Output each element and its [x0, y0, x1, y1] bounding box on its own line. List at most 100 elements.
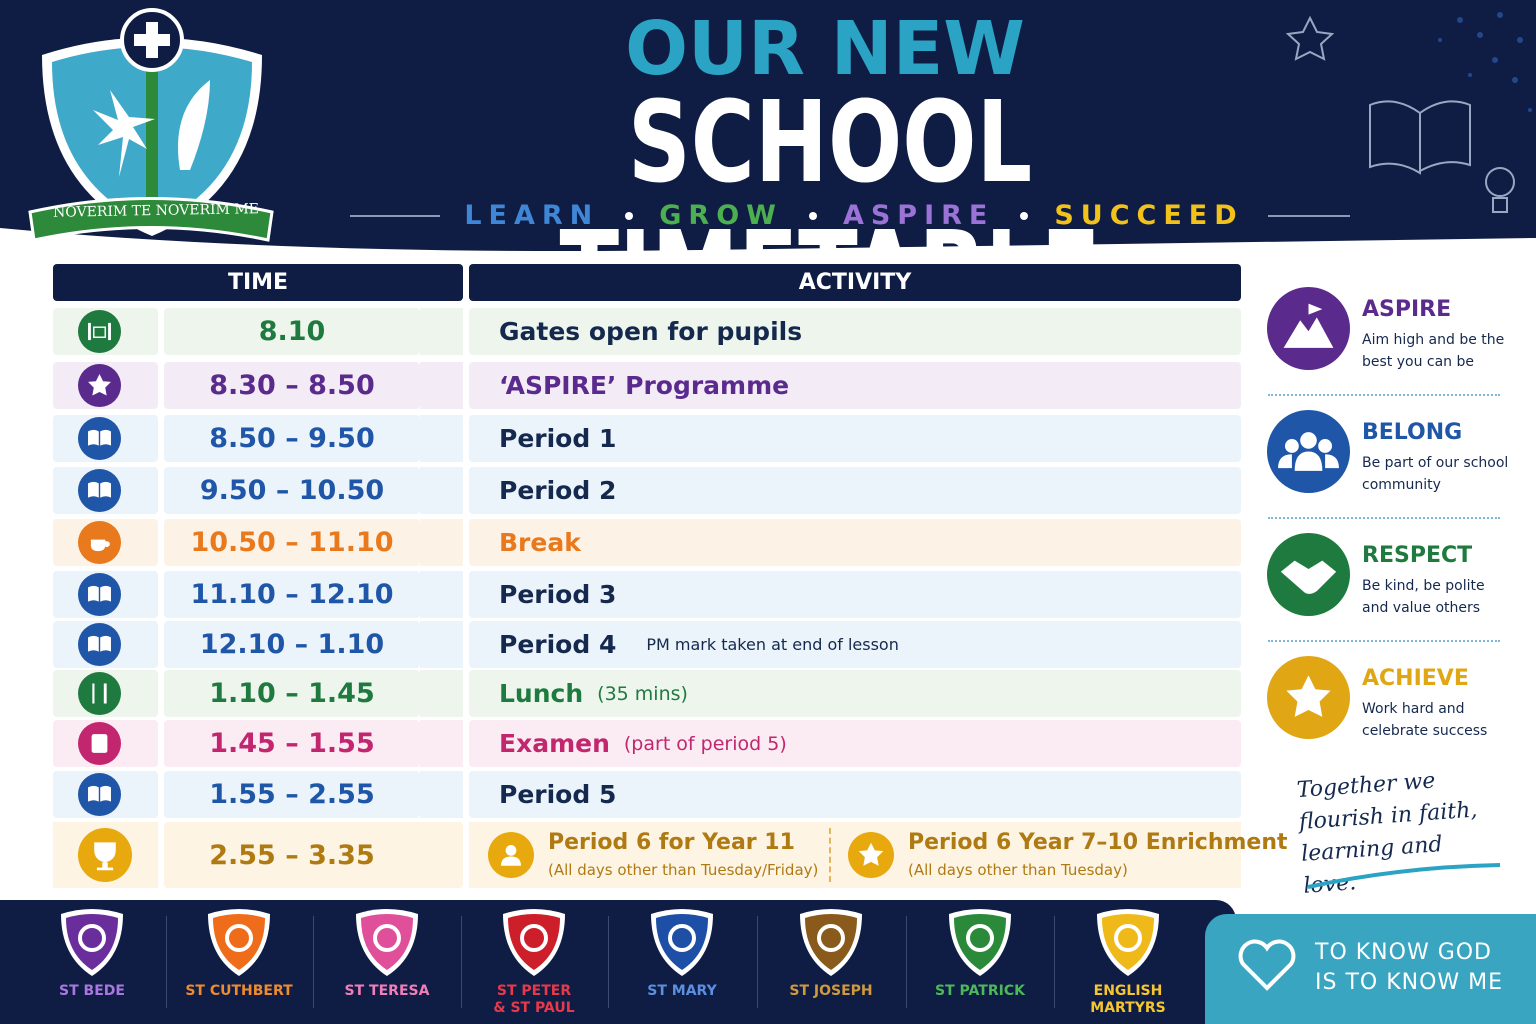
time: 11.10 – 12.10 [164, 571, 420, 618]
activity: Period 4 [499, 630, 617, 659]
icon [78, 828, 132, 882]
option-title: Period 6 Year 7–10 Enrichment [908, 830, 1288, 855]
icon [78, 672, 121, 715]
header-background [0, 0, 1536, 260]
activity-cell: Period 3 [469, 571, 1241, 618]
time-pad [420, 467, 463, 514]
heart-icon [1238, 939, 1296, 991]
value-title: BELONG [1362, 420, 1463, 445]
house-shield [208, 909, 270, 976]
option-note: (All days other than Tuesday) [908, 861, 1128, 879]
house-divider [608, 916, 609, 1008]
time: 2.55 – 3.35 [164, 822, 463, 888]
icon [1267, 533, 1350, 616]
icon [78, 521, 121, 564]
house-divider [313, 916, 314, 1008]
footer-motto-box: TO KNOW GOD IS TO KNOW ME [1205, 914, 1536, 1024]
option-title: Period 6 for Year 11 [548, 830, 795, 855]
tagline-swoosh [1307, 863, 1501, 889]
title-line-1: OUR NEW [625, 6, 1025, 92]
house-shield [949, 909, 1011, 976]
split-line [829, 828, 831, 882]
value-text: Be kind, be polite and value others [1362, 578, 1485, 616]
icon [488, 832, 534, 878]
time: 1.45 – 1.55 [164, 720, 420, 767]
time: 12.10 – 1.10 [164, 621, 420, 668]
activity: Period 1 [499, 424, 617, 453]
house-shield [356, 909, 418, 976]
activity-cell: Gates open for pupils [469, 308, 1241, 355]
time-pad [420, 362, 463, 409]
value-divider [1268, 640, 1500, 642]
motto-dot [1020, 211, 1029, 220]
value-title: ACHIEVE [1362, 666, 1469, 691]
activity: Period 5 [499, 780, 617, 809]
value-title: ASPIRE [1362, 297, 1452, 322]
time: 1.55 – 2.55 [164, 771, 420, 818]
activity: Examen [499, 729, 610, 758]
time-pad [420, 670, 463, 717]
house-divider [1054, 916, 1055, 1008]
value-text: Aim high and be the best you can be [1362, 332, 1505, 370]
activity-cell: Period 5 [469, 771, 1241, 818]
activity: ‘ASPIRE’ Programme [499, 371, 790, 400]
activity: Period 3 [499, 580, 617, 609]
motto-dot [808, 211, 817, 220]
time: 8.10 [164, 308, 420, 355]
house-divider [905, 916, 907, 1008]
time-pad [420, 571, 463, 618]
value-divider [1268, 394, 1500, 396]
icon [78, 310, 121, 353]
crest [28, 8, 274, 242]
house-shield [800, 909, 862, 976]
house-name: ST CUTHBERT [185, 983, 293, 999]
motto-word: LEARN [464, 200, 600, 231]
motto-word: ASPIRE [842, 200, 995, 231]
house-name: ST BEDE [59, 983, 125, 999]
time-pad [420, 308, 463, 355]
icon [1267, 410, 1350, 493]
activity: Gates open for pupils [499, 317, 803, 346]
motto-dot [625, 211, 634, 220]
activity-cell: Period 2 [469, 467, 1241, 514]
house-name: ST PATRICK [935, 983, 1025, 999]
activity-cell: Break [469, 519, 1241, 566]
time: 9.50 – 10.50 [164, 467, 420, 514]
motto-word: SUCCEED [1054, 200, 1244, 231]
icon [78, 417, 121, 460]
house-name: ST TERESA [344, 983, 430, 999]
icon [78, 722, 121, 765]
house-shield [1097, 909, 1159, 976]
time: 8.50 – 9.50 [164, 415, 420, 462]
column-header: ACTIVITY [469, 264, 1241, 301]
house-divider [460, 916, 462, 1008]
house-name: ENGLISH MARTYRS [1090, 983, 1166, 1016]
activity: Lunch [499, 679, 584, 708]
activity-note: (35 mins) [597, 682, 688, 705]
icon [78, 469, 121, 512]
time-pad [420, 415, 463, 462]
value-text: Be part of our school community [1362, 455, 1509, 493]
activity-cell: ‘ASPIRE’ Programme [469, 362, 1241, 409]
time-pad [420, 519, 463, 566]
activity-cell: Period 4 PM mark taken at end of lesson [469, 621, 1241, 668]
house-divider [165, 916, 167, 1008]
time-pad [420, 720, 463, 767]
value-text: Work hard and celebrate success [1362, 701, 1488, 739]
activity-note: PM mark taken at end of lesson [646, 635, 899, 654]
activity-cell: Period 1 [469, 415, 1241, 462]
time: 10.50 – 11.10 [164, 519, 420, 566]
activity-cell: Examen (part of period 5) [469, 720, 1241, 767]
value-divider [1268, 517, 1500, 519]
motto: LEARN GROW ASPIRE SUCCEED [440, 200, 1268, 231]
icon [78, 773, 121, 816]
activity-cell: Lunch (35 mins) [469, 670, 1241, 717]
value-title: RESPECT [1362, 543, 1473, 568]
house-shield [651, 909, 713, 976]
footer-bar [0, 900, 1236, 1024]
motto-word: GROW [659, 200, 783, 231]
footer-motto: TO KNOW GOD IS TO KNOW ME [1315, 940, 1504, 995]
time-pad [420, 621, 463, 668]
house-name: ST JOSEPH [789, 983, 873, 999]
icon [78, 573, 121, 616]
